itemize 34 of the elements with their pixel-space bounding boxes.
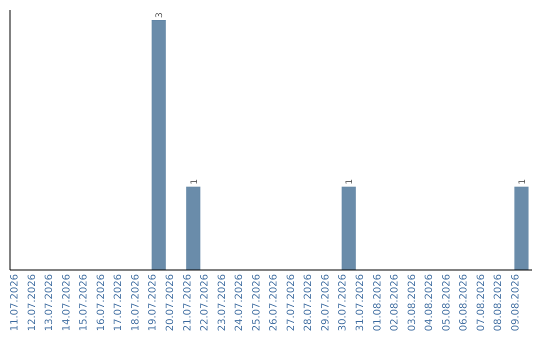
x-tick-label: 18.07.2026 [130,274,142,332]
x-tick-label: 26.07.2026 [268,274,280,332]
x-tick-label: 03.08.2026 [406,274,418,332]
x-tick-label: 17.07.2026 [113,274,124,332]
x-tick-label: 27.07.2026 [286,274,297,332]
x-tick-label: 01.08.2026 [372,274,384,332]
x-tick-label: 11.07.2026 [10,274,21,332]
x-tick-label: 21.07.2026 [182,274,194,332]
x-tick-label: 16.07.2026 [96,274,107,332]
data-label: 3 [155,12,166,18]
x-tick-label: 07.08.2026 [476,274,487,332]
x-tick-label: 24.07.2026 [234,274,246,332]
x-tick-label: 04.08.2026 [424,274,436,332]
x-tick-label: 12.07.2026 [26,274,38,332]
x-tick-label: 19.07.2026 [148,274,159,332]
x-tick-label: 30.07.2026 [338,274,349,332]
x-tick-label: 28.07.2026 [303,274,314,332]
data-label: 1 [190,178,200,185]
data-label: 1 [518,178,528,185]
x-tick-label: 05.08.2026 [441,274,452,332]
x-tick-label: 08.08.2026 [493,274,504,332]
x-tick-label: 25.07.2026 [251,274,262,332]
x-tick-label: 02.08.2026 [390,274,401,332]
x-tick-label: 15.07.2026 [78,274,90,332]
x-tick-label: 14.07.2026 [61,274,72,332]
x-tick-label: 09.08.2026 [510,274,522,332]
x-tick-label: 31.07.2026 [355,274,366,332]
x-tick-label: 29.07.2026 [320,274,332,332]
x-tick-label: 22.07.2026 [200,274,211,332]
x-tick-label: 20.07.2026 [164,274,176,332]
x-tick-label: 23.07.2026 [216,274,228,332]
x-tick-label: 13.07.2026 [44,274,56,332]
x-tick-label: 06.08.2026 [458,274,470,332]
data-label: 1 [345,178,356,185]
